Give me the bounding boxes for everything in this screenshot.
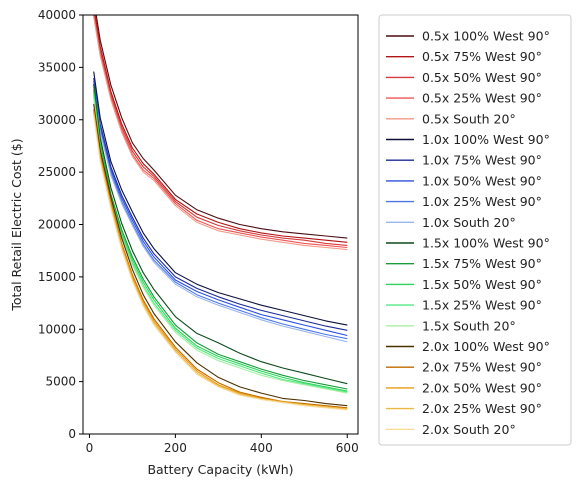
y-axis-label: Total Retail Electric Cost ($) xyxy=(9,138,24,311)
y-tick-label: 40000 xyxy=(38,8,76,22)
series-line xyxy=(93,15,348,246)
series-line xyxy=(94,15,348,243)
legend-label: 1.5x South 20° xyxy=(422,318,516,333)
series-line xyxy=(93,15,348,249)
y-tick-label: 20000 xyxy=(38,218,76,232)
plot-lines xyxy=(93,15,348,411)
legend-label: 2.0x 75% West 90° xyxy=(422,360,542,375)
legend-label: 2.0x 100% West 90° xyxy=(422,339,550,354)
legend-label: 1.5x 25% West 90° xyxy=(422,298,542,313)
legend-label: 2.0x 25% West 90° xyxy=(422,401,542,416)
series-line xyxy=(93,86,348,343)
plot-frame xyxy=(82,14,359,435)
legend-frame xyxy=(378,14,572,446)
series-line xyxy=(93,115,348,411)
series-line xyxy=(93,77,348,331)
series-line xyxy=(93,71,348,326)
legend-label: 1.0x 50% West 90° xyxy=(422,173,542,188)
legend-label: 0.5x South 20° xyxy=(422,111,516,126)
legend-label: 2.0x 50% West 90° xyxy=(422,380,542,395)
y-tick-label: 5000 xyxy=(45,375,76,389)
y-tick-label: 15000 xyxy=(38,270,76,284)
x-tick-label: 0 xyxy=(86,441,94,455)
series-line xyxy=(93,92,348,392)
axis-ticks: 0 200 400 600 0 5000 10000 15000 20000 25000 30000… xyxy=(38,8,359,455)
y-tick-label: 10000 xyxy=(38,322,76,336)
series-line xyxy=(93,84,348,385)
x-tick-label: 400 xyxy=(250,441,273,455)
legend-label: 0.5x 25% West 90° xyxy=(422,91,542,106)
y-tick-label: 25000 xyxy=(38,165,76,179)
x-tick-label: 200 xyxy=(164,441,187,455)
legend-label: 1.0x 100% West 90° xyxy=(422,132,550,147)
series-line xyxy=(95,15,348,239)
y-tick-label: 0 xyxy=(68,427,76,441)
series-line xyxy=(93,84,348,340)
y-tick-label: 35000 xyxy=(38,60,76,74)
legend-label: 2.0x South 20° xyxy=(422,422,516,437)
legend-items: 0.5x 100% West 90° 0.5x 75% West 90° 0.5x … xyxy=(386,29,550,437)
legend-label: 1.5x 75% West 90° xyxy=(422,256,542,271)
series-line xyxy=(93,103,348,407)
x-axis-label: Battery Capacity (kWh) xyxy=(147,462,293,477)
series-line xyxy=(93,98,348,394)
y-tick-label: 30000 xyxy=(38,113,76,127)
legend-label: 1.5x 50% West 90° xyxy=(422,277,542,292)
x-tick-label: 600 xyxy=(336,441,359,455)
legend-label: 1.0x 75% West 90° xyxy=(422,153,542,168)
series-line xyxy=(93,80,348,337)
legend-label: 0.5x 100% West 90° xyxy=(422,29,550,44)
legend: 0.5x 100% West 90° 0.5x 75% West 90° 0.5x … xyxy=(378,14,572,446)
legend-label: 0.5x 50% West 90° xyxy=(422,70,542,85)
legend-label: 1.5x 100% West 90° xyxy=(422,236,550,251)
legend-label: 1.0x South 20° xyxy=(422,215,516,230)
series-line xyxy=(93,89,348,390)
series-line xyxy=(93,17,348,251)
legend-label: 1.0x 25% West 90° xyxy=(422,194,542,209)
legend-label: 0.5x 75% West 90° xyxy=(422,49,542,64)
